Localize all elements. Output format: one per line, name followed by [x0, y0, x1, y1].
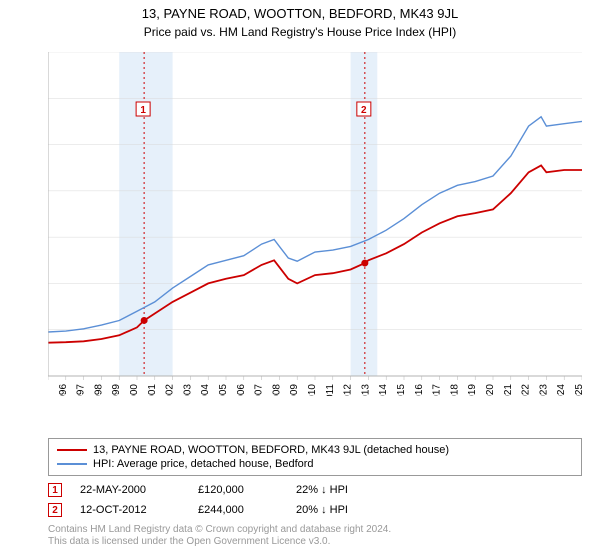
svg-text:2012: 2012 [343, 384, 354, 396]
event-row: 2 12-OCT-2012 £244,000 20% ↓ HPI [48, 500, 582, 520]
legend-swatch [57, 449, 87, 451]
footer-line-2: This data is licensed under the Open Gov… [48, 536, 582, 548]
svg-text:2001: 2001 [147, 384, 158, 396]
event-price: £120,000 [198, 484, 278, 496]
svg-text:2019: 2019 [467, 384, 478, 396]
svg-text:2004: 2004 [200, 384, 211, 396]
svg-text:2007: 2007 [254, 384, 265, 396]
svg-text:2009: 2009 [289, 384, 300, 396]
event-date: 22-MAY-2000 [80, 484, 180, 496]
svg-text:2008: 2008 [271, 384, 282, 396]
event-price: £244,000 [198, 504, 278, 516]
page-subtitle: Price paid vs. HM Land Registry's House … [0, 23, 600, 39]
svg-text:2015: 2015 [396, 384, 407, 396]
svg-text:1996: 1996 [58, 384, 69, 396]
legend-swatch [57, 463, 87, 465]
event-date: 12-OCT-2012 [80, 504, 180, 516]
svg-text:2016: 2016 [414, 384, 425, 396]
event-marker: 2 [48, 503, 62, 517]
svg-text:2013: 2013 [360, 384, 371, 396]
legend-row: 13, PAYNE ROAD, WOOTTON, BEDFORD, MK43 9… [57, 443, 573, 457]
svg-text:2025: 2025 [574, 384, 582, 396]
svg-text:2020: 2020 [485, 384, 496, 396]
svg-text:2002: 2002 [165, 384, 176, 396]
legend-label: HPI: Average price, detached house, Bedf… [93, 458, 314, 470]
svg-text:2018: 2018 [449, 384, 460, 396]
svg-text:2006: 2006 [236, 384, 247, 396]
svg-text:2017: 2017 [432, 384, 443, 396]
page-title: 13, PAYNE ROAD, WOOTTON, BEDFORD, MK43 9… [0, 0, 600, 23]
svg-text:2022: 2022 [521, 384, 532, 396]
footer-line-1: Contains HM Land Registry data © Crown c… [48, 524, 582, 536]
svg-text:2014: 2014 [378, 384, 389, 396]
svg-text:1999: 1999 [111, 384, 122, 396]
footer: Contains HM Land Registry data © Crown c… [48, 524, 582, 548]
svg-text:1995: 1995 [48, 384, 51, 396]
svg-text:2003: 2003 [182, 384, 193, 396]
svg-text:2005: 2005 [218, 384, 229, 396]
legend-label: 13, PAYNE ROAD, WOOTTON, BEDFORD, MK43 9… [93, 444, 449, 456]
svg-text:2021: 2021 [503, 384, 514, 396]
event-marker: 1 [48, 483, 62, 497]
svg-text:1997: 1997 [76, 384, 87, 396]
legend: 13, PAYNE ROAD, WOOTTON, BEDFORD, MK43 9… [48, 438, 582, 476]
event-row: 1 22-MAY-2000 £120,000 22% ↓ HPI [48, 480, 582, 500]
svg-text:2024: 2024 [556, 384, 567, 396]
svg-text:2023: 2023 [538, 384, 549, 396]
svg-text:2: 2 [361, 105, 367, 116]
event-list: 1 22-MAY-2000 £120,000 22% ↓ HPI 2 12-OCT-201… [48, 480, 582, 520]
svg-text:1998: 1998 [93, 384, 104, 396]
price-chart: £0£100K£200K£300K£400K£500K£600K£700K121… [48, 52, 582, 396]
event-hpi: 22% ↓ HPI [296, 484, 396, 496]
svg-text:1: 1 [140, 105, 146, 116]
svg-text:2010: 2010 [307, 384, 318, 396]
event-hpi: 20% ↓ HPI [296, 504, 396, 516]
svg-text:2000: 2000 [129, 384, 140, 396]
legend-row: HPI: Average price, detached house, Bedf… [57, 457, 573, 471]
svg-text:2011: 2011 [325, 384, 336, 396]
